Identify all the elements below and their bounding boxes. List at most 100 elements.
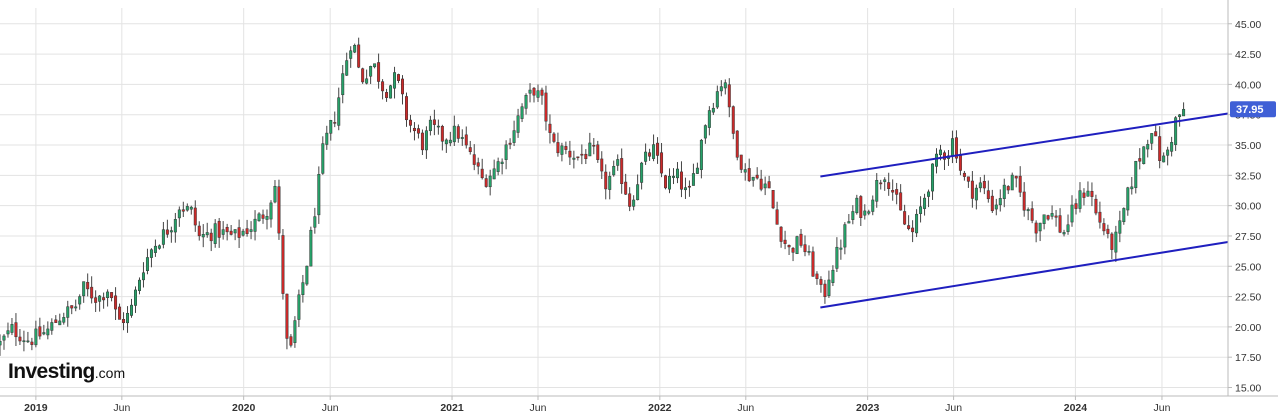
candle-down: [600, 158, 604, 172]
candle-up: [950, 138, 954, 157]
candle-up: [919, 206, 923, 214]
candle-up: [373, 63, 377, 68]
candle-down: [879, 182, 883, 185]
candle-down: [779, 226, 783, 242]
candle-down: [114, 295, 118, 310]
candle-up: [130, 304, 133, 316]
candle-down: [620, 158, 624, 185]
candle-up: [161, 229, 165, 245]
candle-down: [903, 211, 907, 225]
candle-up: [763, 183, 767, 189]
candle-up: [560, 145, 564, 155]
candle-up: [66, 306, 70, 318]
grid: [0, 8, 1228, 396]
candle-down: [775, 209, 779, 225]
candle-up: [795, 236, 799, 255]
candle-up: [612, 166, 616, 176]
candle-up: [106, 291, 110, 299]
candle-down: [90, 286, 94, 299]
candle-down: [245, 228, 249, 234]
candle-up: [572, 157, 576, 160]
candle-up: [305, 265, 309, 285]
candle-up: [149, 249, 153, 258]
candle-down: [193, 207, 197, 226]
candle-down: [261, 214, 265, 219]
candle-down: [1106, 228, 1110, 234]
candle-down: [891, 190, 895, 193]
candle-down: [472, 154, 476, 165]
candle-up: [875, 180, 879, 202]
candle-up: [253, 218, 257, 232]
candle-up: [715, 91, 719, 108]
candle-down: [225, 226, 229, 233]
candle-up: [26, 340, 30, 343]
candle-up: [500, 161, 504, 164]
x-tick-label: Jun: [945, 402, 962, 414]
candle-down: [624, 181, 628, 195]
candle-down: [217, 220, 221, 238]
candle-up: [743, 169, 747, 173]
candle-down: [576, 156, 580, 159]
candle-up: [1118, 220, 1122, 234]
candle-down: [397, 74, 401, 81]
candle-up: [831, 269, 835, 283]
candle-up: [1050, 213, 1054, 217]
candle-down: [181, 209, 185, 212]
candle-down: [412, 127, 416, 132]
candle-up: [711, 107, 715, 113]
candle-up: [1086, 190, 1090, 197]
candle-down: [38, 326, 42, 337]
candle-down: [420, 132, 424, 151]
candle-up: [189, 206, 193, 210]
candle-up: [353, 45, 357, 53]
candle-up: [185, 206, 189, 211]
candle-up: [807, 251, 811, 253]
candle-down: [385, 92, 389, 98]
candle-down: [656, 142, 660, 156]
candle-down: [285, 293, 289, 339]
candle-up: [424, 130, 428, 151]
candle-down: [1054, 215, 1058, 218]
candle-down: [508, 142, 512, 145]
candle-up: [707, 110, 711, 128]
candle-down: [986, 190, 990, 200]
candle-up: [134, 289, 137, 306]
candle-down: [14, 322, 18, 338]
candle-up: [528, 89, 532, 94]
x-tick-label: Jun: [737, 402, 754, 414]
candle-down: [18, 336, 22, 342]
candle-down: [982, 180, 986, 189]
candle-down: [229, 230, 233, 235]
candle-up: [452, 125, 456, 143]
candle-down: [86, 281, 90, 290]
candle-up: [389, 85, 393, 99]
candle-down: [197, 225, 201, 237]
candle-up: [939, 149, 942, 156]
candle-down: [767, 181, 771, 189]
candle-down: [911, 227, 915, 233]
candle-up: [839, 247, 843, 250]
candle-up: [1070, 204, 1074, 223]
candle-up: [177, 209, 181, 219]
candle-up: [309, 229, 313, 267]
candle-up: [699, 139, 703, 170]
y-tick-label: 27.50: [1235, 231, 1261, 243]
candle-up: [998, 198, 1002, 206]
candle-up: [536, 90, 540, 98]
candle-up: [46, 328, 50, 336]
candle-down: [468, 147, 472, 152]
candle-down: [664, 175, 668, 189]
last-price-label: 37.95: [1236, 104, 1264, 116]
candle-down: [532, 87, 536, 96]
channel-lower-line[interactable]: [820, 241, 1229, 309]
candle-down: [281, 235, 285, 294]
channel-upper-line[interactable]: [820, 112, 1229, 178]
candle-up: [1130, 186, 1134, 190]
candle-down: [735, 130, 739, 158]
candle-up: [50, 322, 54, 331]
candle-up: [1166, 149, 1170, 156]
candle-up: [301, 282, 305, 295]
candle-down: [970, 180, 974, 199]
candle-down: [815, 273, 819, 279]
